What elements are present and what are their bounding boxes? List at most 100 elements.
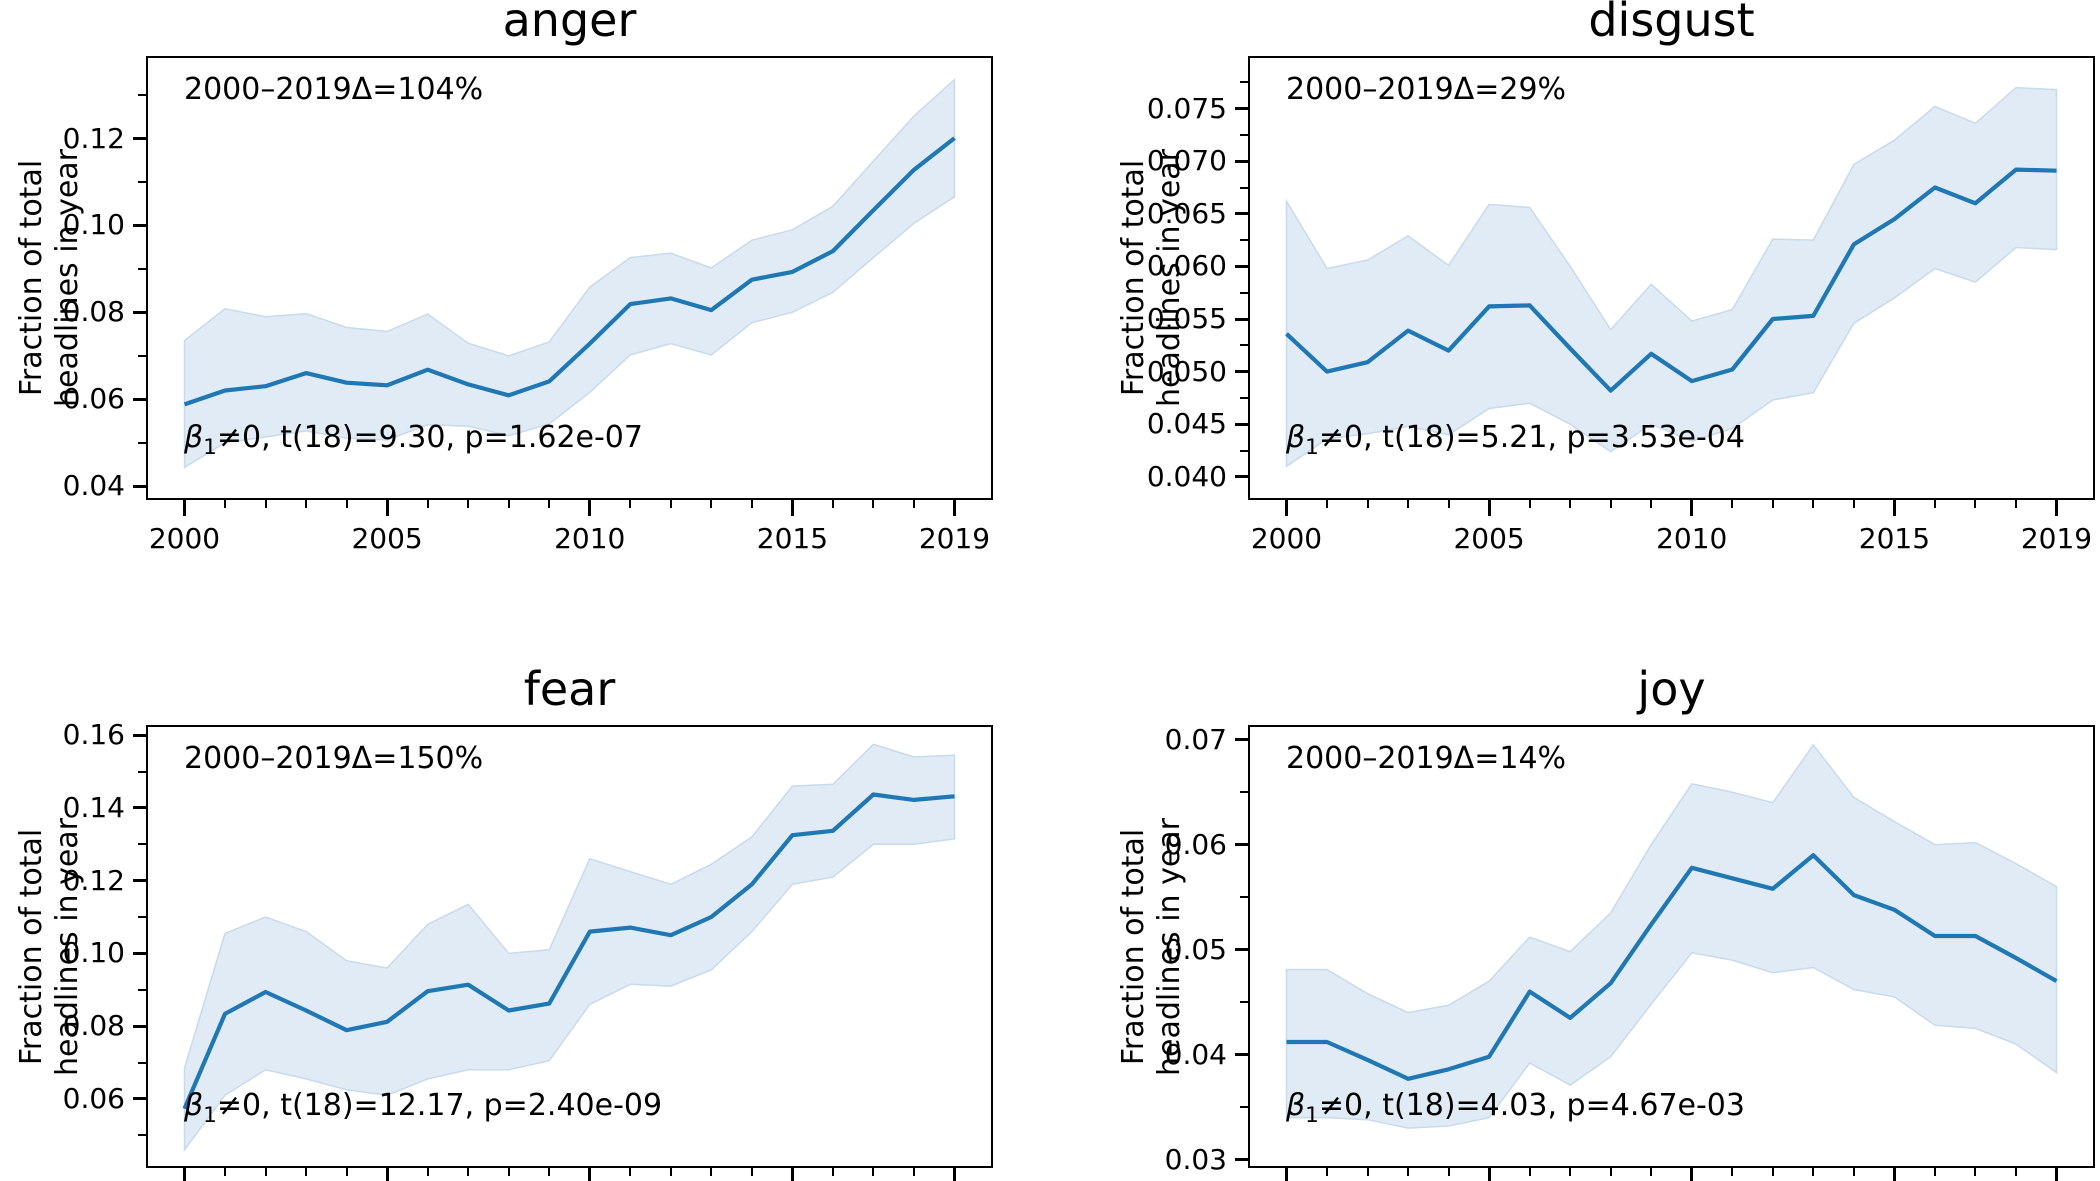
y-tick-label: 0.04 [62,469,125,503]
x-tick-minor [1609,500,1612,508]
y-tick-minor [138,354,146,357]
beta-subscript: 1 [1305,1103,1319,1128]
beta-symbol: β [184,1088,204,1123]
y-tick-minor [1240,1001,1248,1004]
x-tick-major [2055,1168,2058,1181]
x-tick-minor [1731,500,1734,508]
y-tick-label: 0.06 [62,1081,125,1115]
x-tick-minor [710,500,713,508]
x-tick-minor [1569,500,1572,508]
x-tick-minor [224,1168,227,1176]
x-tick-major [183,1168,186,1181]
stats-annotation: β1≠0, t(18)=5.21, p=3.53e-04 [1286,420,1745,466]
x-tick-major [1892,1168,1896,1181]
mean-line [1285,167,2057,393]
x-tick-minor [831,1168,834,1176]
x-tick-minor [345,1168,348,1176]
x-tick-minor [305,1168,308,1176]
y-tick-minor [138,180,146,183]
x-tick-minor [1731,1168,1734,1176]
y-tick-label: 0.055 [1146,302,1227,336]
y-tick-label: 0.08 [62,1009,125,1043]
x-tick-major [953,500,956,516]
x-tick-minor [1528,500,1531,508]
y-tick-major [1235,948,1248,952]
y-tick-label: 0.12 [62,121,125,155]
chart-title: fear [523,662,616,716]
y-tick-label: 0.07 [1164,722,1227,756]
y-tick-minor [138,441,146,444]
x-tick-minor [426,500,429,508]
x-tick-minor [467,500,470,508]
x-tick-minor [1447,500,1450,508]
beta-symbol: β [1286,420,1306,455]
y-tick-major [1235,107,1248,111]
y-tick-major [133,1024,146,1028]
beta-symbol: β [1286,1088,1306,1123]
y-tick-label: 0.050 [1146,354,1227,388]
y-tick-minor [138,916,146,919]
confidence-band [183,77,956,469]
y-tick-label: 0.06 [62,382,125,416]
x-tick-minor [1650,500,1653,508]
x-tick-minor [2014,1168,2017,1176]
chart-disgust: disgust 2000–2019Δ=29% β1≠0, t(18)=5.21,… [1116,0,2095,555]
y-tick-major [133,806,146,810]
y-tick-minor [1240,133,1248,136]
x-tick-major [1285,1168,1288,1181]
x-tick-minor [1407,1168,1410,1176]
x-tick-minor [1852,500,1855,508]
x-tick-minor [831,500,834,508]
x-tick-minor [629,500,632,508]
confidence-band [183,743,956,1153]
x-tick-minor [548,1168,551,1176]
y-tick-major [1235,264,1248,268]
y-tick-major [133,137,146,141]
y-tick-label: 0.08 [62,295,125,329]
stats-text: ≠0, t(18)=12.17, p=2.40e-09 [216,1088,663,1123]
beta-subscript: 1 [203,435,217,460]
x-tick-minor [1933,500,1936,508]
x-tick-minor [2014,500,2017,508]
stats-annotation: β1≠0, t(18)=9.30, p=1.62e-07 [184,420,643,466]
x-tick-minor [467,1168,470,1176]
x-tick-major [588,1168,592,1181]
x-tick-minor [507,1168,510,1176]
mean-line [1286,853,2058,1081]
x-tick-label: 2010 [1656,522,1728,555]
y-tick-minor [1240,791,1248,794]
x-tick-minor [1528,1168,1531,1176]
chart-joy: joy 2000–2019Δ=14% β1≠0, t(18)=4.03, p=4… [1116,663,2095,1181]
x-tick-minor [426,1168,429,1176]
y-tick-minor [1240,896,1248,899]
x-tick-minor [912,1168,915,1176]
y-tick-major [1235,212,1248,216]
x-tick-major [385,500,389,516]
x-tick-label: 2010 [554,522,626,555]
chart-canvas [182,743,956,1153]
x-tick-minor [750,1168,753,1176]
x-tick-minor [1974,1168,1977,1176]
y-tick-label: 0.03 [1164,1142,1227,1176]
y-tick-label: 0.065 [1146,196,1227,230]
x-tick-label: 2000 [1250,522,1323,555]
x-tick-minor [548,500,551,508]
x-tick-minor [1650,1168,1653,1176]
x-tick-minor [1771,1168,1774,1176]
stats-text: ≠0, t(18)=9.30, p=1.62e-07 [216,420,643,455]
x-tick-minor [872,1168,875,1176]
stats-annotation: β1≠0, t(18)=4.03, p=4.67e-03 [1286,1088,1745,1134]
x-tick-minor [1326,500,1329,508]
y-tick-major [133,310,146,314]
y-tick-label: 0.060 [1146,249,1227,283]
y-tick-minor [1240,81,1248,84]
y-tick-major [1235,159,1248,163]
x-tick-major [1690,1168,1694,1181]
y-tick-major [1235,370,1248,374]
y-tick-minor [1240,396,1248,399]
x-tick-minor [345,500,348,508]
y-tick-minor [1240,239,1248,242]
delta-annotation: 2000–2019Δ=29% [1286,72,1567,107]
stats-text: ≠0, t(18)=5.21, p=3.53e-04 [1318,420,1745,455]
y-tick-minor [138,1134,146,1137]
